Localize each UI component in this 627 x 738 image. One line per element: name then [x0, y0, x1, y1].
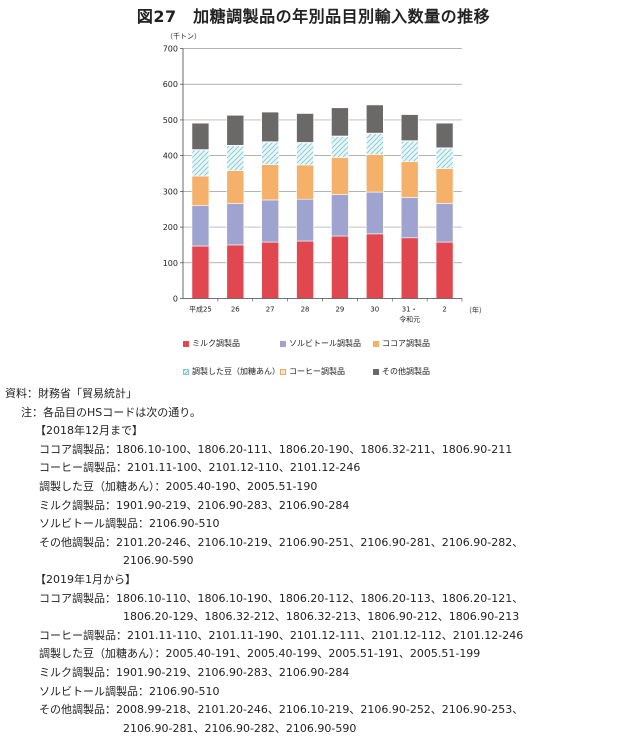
- y-tick-label: 700: [163, 45, 178, 54]
- legend-label: コーヒー調製品: [289, 367, 345, 376]
- note-line: コーヒー調製品：2101.11-100、2101.12-110、2101.12-…: [39, 461, 361, 475]
- legend-swatch: [183, 368, 189, 375]
- bar-segment-2: [296, 198, 314, 242]
- note-intro: 注：各品目のHSコードは次の通り。: [21, 405, 202, 419]
- legend-item: その他調製品: [373, 366, 430, 377]
- note-line: ソルビトール調製品：2106.90-510: [39, 517, 220, 531]
- y-tick-label: 200: [163, 223, 178, 232]
- bar-segment-4: [400, 140, 419, 163]
- bar-segment-6: [366, 104, 384, 134]
- legend-item: ソルビトール調製品: [280, 338, 361, 349]
- bar-segment-1: [400, 237, 419, 299]
- bar-segment-3: [331, 157, 349, 195]
- bar-segment-1: [366, 233, 384, 299]
- x-tick-label: 平成25: [189, 305, 212, 314]
- x-tick-sublabel: 令和元: [399, 315, 420, 324]
- note-line: 【2018年12月まで】: [35, 424, 143, 438]
- legend-swatch: [280, 368, 286, 375]
- bar-segment-4: [226, 145, 245, 171]
- bar-segment-4: [261, 141, 279, 165]
- legend-label: その他調製品: [382, 367, 430, 376]
- note-line: ミルク調製品：1901.90-219、2106.90-283、2106.90-2…: [39, 498, 350, 512]
- bar-segment-3: [400, 161, 419, 198]
- legend-label: ソルビトール調製品: [289, 339, 361, 348]
- legend-swatch: [280, 340, 286, 347]
- bar-segment-3: [366, 154, 384, 193]
- y-tick-label: 0: [173, 295, 178, 304]
- bar-segment-6: [191, 122, 210, 150]
- bar-segment-6: [331, 107, 349, 137]
- note-line: 2106.90-281、2106.90-282、2106.90-590: [123, 721, 357, 735]
- bar-segment-2: [226, 203, 245, 246]
- bar-segment-3: [191, 175, 210, 206]
- legend-swatch: [183, 340, 189, 347]
- note-line: 【2019年1月から】: [35, 573, 136, 586]
- bar-segment-2: [261, 199, 279, 243]
- bar-segment-6: [400, 114, 419, 141]
- bar-segment-6: [435, 122, 454, 149]
- legend-swatch: [373, 368, 379, 375]
- note-line: 1806.20-129、1806.32-212、1806.32-213、1806…: [123, 610, 520, 624]
- bar-segment-6: [226, 114, 245, 146]
- y-tick-label: 400: [163, 152, 178, 161]
- note-line: その他調製品：2008.99-218、2101.20-246、2106.10-2…: [39, 703, 524, 717]
- bar-segment-3: [226, 170, 245, 204]
- x-tick-label: 31・: [402, 306, 418, 314]
- x-tick-label: 26: [231, 306, 240, 314]
- note-line: ココア調製品：1806.10-110、1806.10-190、1806.20-1…: [39, 591, 524, 605]
- bar-segment-1: [331, 235, 349, 299]
- bar-segment-1: [191, 245, 210, 299]
- legend-item: コーヒー調製品: [280, 366, 345, 377]
- bar-segment-4: [435, 147, 454, 169]
- legend-label: 調製した豆（加糖あん）: [192, 367, 280, 376]
- stacked-bar-chart: 0 100 200 300 400 500 600 700 （千トン） （年） 平成25 26 27 28…: [163, 32, 486, 324]
- y-tick-label: 600: [163, 80, 178, 89]
- bar-segment-4: [191, 149, 210, 177]
- bar-segment-4: [296, 142, 314, 166]
- bar-segment-2: [435, 203, 454, 243]
- bar-segment-3: [435, 168, 454, 204]
- note-line: 調製した豆（加糖あん）：2005.40-191、2005.40-199、2005…: [39, 647, 481, 661]
- bar-segment-3: [296, 164, 314, 200]
- bar-segment-3: [261, 164, 279, 201]
- legend-swatch: [373, 340, 379, 347]
- note-line: 2106.90-590: [123, 554, 194, 568]
- x-unit-label: （年）: [465, 306, 486, 315]
- x-tick-label: 28: [301, 306, 310, 314]
- legend-item: ココア調製品: [373, 338, 430, 349]
- bar-segment-2: [191, 205, 210, 247]
- note-line: ミルク調製品：1901.90-219、2106.90-283、2106.90-2…: [39, 666, 350, 679]
- note-line: 調製した豆（加糖あん）：2005.40-190、2005.51-190: [39, 480, 318, 493]
- note-line: ソルビトール調製品：2106.90-510: [39, 684, 220, 698]
- y-unit-label: （千トン）: [166, 32, 201, 41]
- bar-segment-1: [296, 240, 314, 299]
- x-tick-label: 2: [442, 306, 446, 314]
- note-line: コーヒー調製品：2101.11-110、2101.11-190、2101.12-…: [39, 628, 524, 642]
- bar-segment-2: [400, 197, 419, 239]
- bar-segment-6: [296, 113, 314, 143]
- bar-segment-1: [226, 244, 245, 299]
- bar-segment-6: [261, 111, 279, 143]
- bar-segment-4: [366, 133, 384, 155]
- bar-segment-1: [435, 241, 454, 299]
- bar-segment-2: [366, 191, 384, 235]
- note-line: ココア調製品：1806.10-100、1806.20-111、1806.20-1…: [39, 442, 513, 456]
- x-tick-label: 30: [370, 306, 379, 314]
- y-tick-label: 100: [163, 259, 178, 268]
- chart-title: 図27 加糖調製品の年別品目別輸入数量の推移: [136, 7, 491, 26]
- legend-label: ミルク調製品: [192, 339, 240, 348]
- bar-segment-2: [331, 194, 349, 237]
- source-note: 資料：財務省「貿易統計」: [5, 387, 137, 400]
- note-line: その他調製品：2101.20-246、2106.10-219、2106.90-2…: [39, 535, 524, 549]
- x-tick-label: 27: [266, 306, 275, 314]
- bar-segment-1: [261, 241, 279, 299]
- legend-label: ココア調製品: [382, 339, 430, 348]
- legend-item: 調製した豆（加糖あん）: [183, 366, 280, 377]
- x-tick-label: 29: [335, 306, 344, 314]
- bar-segment-4: [331, 136, 349, 158]
- y-tick-label: 300: [163, 187, 178, 196]
- y-tick-label: 500: [163, 116, 178, 125]
- legend-item: ミルク調製品: [183, 338, 240, 349]
